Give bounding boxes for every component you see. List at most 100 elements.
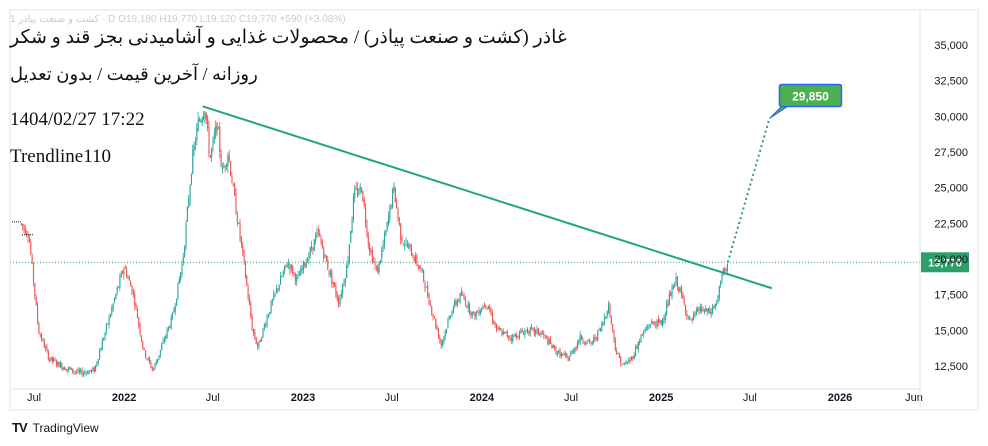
candle-body bbox=[560, 353, 562, 357]
candle-body bbox=[194, 142, 197, 145]
candle-body bbox=[238, 223, 240, 224]
candle-body bbox=[544, 335, 546, 337]
candle-body bbox=[694, 313, 696, 316]
candle-body bbox=[278, 284, 280, 291]
candle-body bbox=[617, 353, 619, 355]
candle-body bbox=[413, 257, 415, 262]
candle-body bbox=[409, 243, 411, 247]
candle-body bbox=[304, 263, 306, 266]
candle-body bbox=[529, 327, 531, 334]
time-tick-label: 2024 bbox=[470, 392, 495, 404]
candle-body bbox=[157, 359, 159, 362]
candle-body bbox=[254, 331, 256, 339]
candle-body bbox=[460, 291, 463, 296]
candle-body bbox=[328, 270, 330, 275]
candle-body bbox=[178, 278, 180, 284]
candle-body bbox=[261, 338, 263, 342]
candle-body bbox=[689, 316, 691, 319]
candle-body bbox=[324, 254, 326, 257]
candle-body bbox=[383, 234, 386, 245]
candle-body bbox=[343, 282, 345, 286]
projection-line bbox=[726, 118, 771, 263]
candle-body bbox=[605, 316, 607, 319]
candle-body bbox=[293, 272, 295, 274]
candle-body bbox=[140, 335, 143, 341]
candle-body bbox=[691, 319, 693, 321]
candle-body bbox=[311, 245, 313, 249]
candle-body bbox=[290, 265, 292, 269]
candle-body bbox=[680, 287, 683, 296]
candle-body bbox=[277, 288, 279, 290]
last-price-label: 19,770 bbox=[928, 257, 962, 269]
candle-body bbox=[564, 352, 566, 355]
candle-body bbox=[269, 312, 271, 315]
candle-body bbox=[450, 316, 452, 318]
candle-body bbox=[685, 304, 687, 314]
candle-body bbox=[620, 356, 622, 365]
candle-body bbox=[702, 309, 704, 312]
candle-body bbox=[176, 298, 178, 306]
candle-body bbox=[464, 299, 467, 306]
candle-body bbox=[648, 326, 650, 328]
candle-body bbox=[28, 239, 31, 242]
candle-body bbox=[80, 369, 82, 372]
tradingview-footer[interactable]: TV TradingView bbox=[12, 420, 99, 435]
candle-body bbox=[363, 199, 365, 206]
candle-body bbox=[61, 363, 63, 369]
candle-body bbox=[350, 231, 352, 243]
candle-body bbox=[142, 342, 144, 349]
candle-body bbox=[200, 120, 202, 122]
candle-body bbox=[20, 223, 22, 225]
candle-body bbox=[713, 306, 715, 308]
candle-body bbox=[342, 285, 344, 295]
time-tick-label: 2025 bbox=[649, 392, 673, 404]
candle-body bbox=[134, 293, 136, 306]
candle-body bbox=[539, 333, 541, 336]
price-tick-label: 35,000 bbox=[934, 40, 968, 52]
candle-body bbox=[508, 335, 510, 338]
candle-body bbox=[227, 155, 229, 167]
candle-body bbox=[59, 363, 62, 368]
candle-body bbox=[216, 122, 218, 132]
time-tick-label: Jun bbox=[905, 392, 923, 404]
candle-body bbox=[425, 286, 427, 288]
candle-body bbox=[336, 294, 338, 300]
candle-body bbox=[670, 292, 672, 296]
candle-body bbox=[601, 324, 603, 331]
candle-body bbox=[73, 371, 75, 373]
candle-body bbox=[390, 205, 392, 207]
candle-body bbox=[43, 340, 45, 348]
candle-body bbox=[439, 337, 441, 341]
candle-body bbox=[405, 242, 407, 244]
candle-body bbox=[66, 369, 68, 371]
candle-body bbox=[543, 333, 545, 336]
candle-body bbox=[367, 235, 369, 245]
candle-body bbox=[292, 265, 294, 275]
candle-body bbox=[471, 311, 473, 317]
candle-body bbox=[217, 128, 220, 130]
candle-body bbox=[545, 335, 548, 338]
candle-body bbox=[456, 301, 458, 306]
candle-body bbox=[487, 305, 490, 309]
candle-body bbox=[658, 318, 660, 323]
candle-body bbox=[69, 367, 71, 369]
candle-body bbox=[207, 117, 209, 128]
candle-body bbox=[610, 317, 612, 324]
candle-body bbox=[352, 196, 355, 220]
candle-body bbox=[491, 312, 494, 321]
tradingview-logo-icon: TV bbox=[12, 420, 28, 435]
candle-body bbox=[406, 244, 409, 247]
candle-body bbox=[258, 341, 260, 347]
candle-body bbox=[662, 318, 664, 326]
candle-body bbox=[501, 331, 503, 336]
candle-body bbox=[517, 336, 519, 338]
price-tick-label: 32,500 bbox=[934, 76, 968, 88]
candle-body bbox=[189, 186, 191, 201]
candle-body bbox=[493, 321, 495, 325]
candle-body bbox=[253, 329, 255, 334]
candle-body bbox=[112, 303, 114, 309]
candle-body bbox=[531, 326, 533, 329]
candle-body bbox=[518, 331, 521, 338]
candle-body bbox=[722, 268, 724, 275]
candle-body bbox=[527, 328, 529, 333]
